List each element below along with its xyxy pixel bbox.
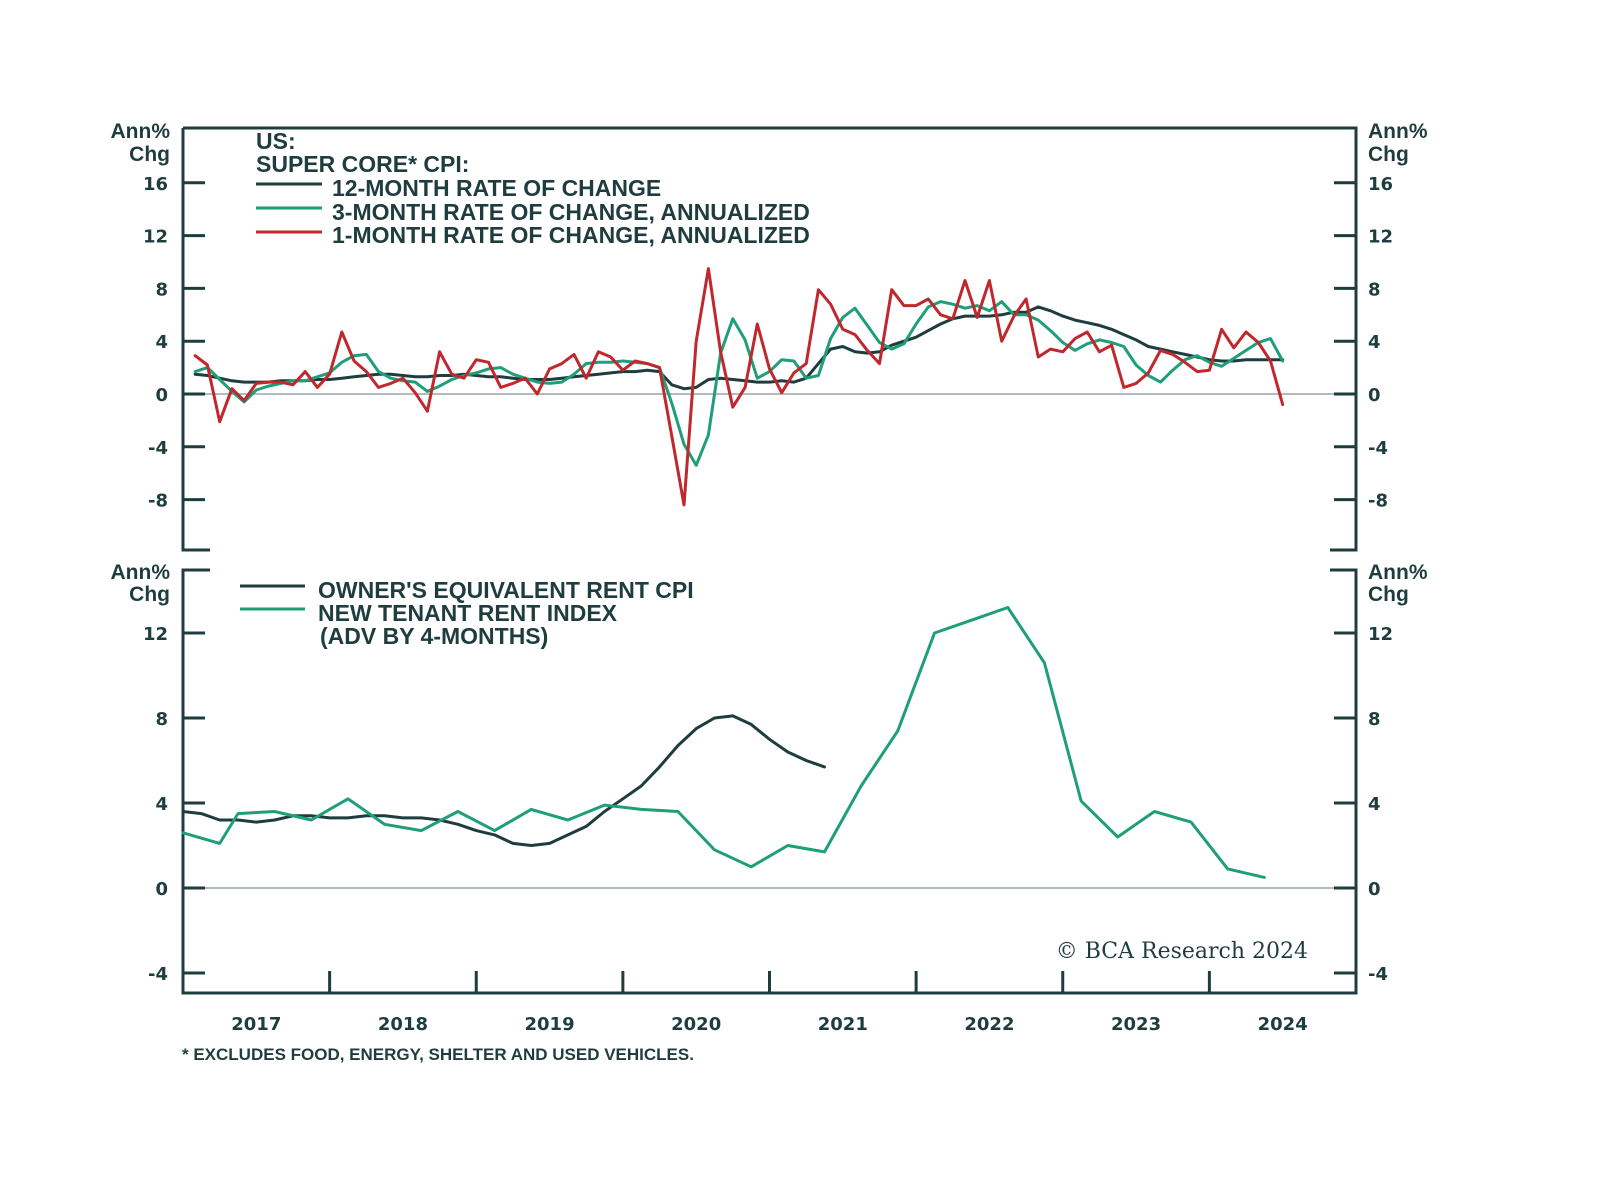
- bottom-left-ytick-label: 8: [155, 709, 168, 730]
- x-tick-label: 2021: [818, 1014, 868, 1035]
- top-left-ytick-label: 16: [143, 174, 168, 195]
- top-left-ytick-label: -4: [148, 438, 168, 459]
- top-left-ytick-label: 0: [155, 385, 168, 406]
- top-left-ytick-label: 12: [143, 227, 168, 248]
- top-left-ytick-label: 4: [155, 332, 168, 353]
- bottom-right-ytick-label: 8: [1368, 709, 1381, 730]
- bottom-right-ytitle-line2: Chg: [1368, 583, 1409, 606]
- top-panel: 16 16 12 12 8 8 4 4 0 0 -4 -4 -8 -8 Ann% Chg Ann% Chg…: [111, 120, 1428, 552]
- top-right-ytick-label: 8: [1368, 279, 1381, 300]
- x-tick-label: 2017: [231, 1014, 281, 1035]
- top-series-line-2: [193, 267, 1285, 507]
- bottom-left-ytick-label: -4: [148, 964, 168, 985]
- top-left-ytitle-line1: Ann%: [111, 120, 171, 143]
- x-tick-label: 2022: [964, 1014, 1014, 1035]
- legend-label-1m: 1-MONTH RATE OF CHANGE, ANNUALIZED: [332, 222, 810, 248]
- top-right-ytick-label: 4: [1368, 332, 1381, 353]
- bottom-left-ytitle-line2: Chg: [129, 583, 170, 606]
- bca-credit: © BCA Research 2024: [1056, 939, 1308, 964]
- bottom-panel: 12 12 8 8 4 4 0 0 -4 -4 Ann% Chg Ann% Chg OWNER'S…: [111, 561, 1428, 995]
- top-right-ytick-label: 0: [1368, 385, 1381, 406]
- top-legend-title-line1: US:: [256, 128, 296, 154]
- x-tick-label: 2024: [1258, 1014, 1308, 1035]
- top-right-ytick-label: -8: [1368, 491, 1388, 512]
- bottom-right-ytick-label: 0: [1368, 879, 1381, 900]
- bottom-right-ytitle-line1: Ann%: [1368, 561, 1428, 584]
- top-legend-title-line2: SUPER CORE* CPI:: [256, 151, 469, 177]
- top-right-ytick-label: 12: [1368, 227, 1393, 248]
- bottom-right-ytick-label: 12: [1368, 624, 1393, 645]
- legend-label-ntri: NEW TENANT RENT INDEX: [318, 600, 618, 626]
- top-panel-frame: [181, 126, 1358, 552]
- bottom-left-ytick-label: 12: [143, 624, 168, 645]
- bottom-left-ytick-label: 0: [155, 879, 168, 900]
- bottom-series-line-1: [181, 606, 1266, 879]
- x-axis: 2017 2018 2019 2020 2021 2022 2023 2024: [231, 971, 1308, 1035]
- top-right-ytitle-line2: Chg: [1368, 143, 1409, 166]
- legend-label-ntri-note: (ADV BY 4-MONTHS): [320, 623, 548, 649]
- top-left-ytick-label: 8: [155, 279, 168, 300]
- top-left-ytick-label: -8: [148, 491, 168, 512]
- bottom-left-ytick-label: 4: [155, 794, 168, 815]
- bottom-right-ytick-label: 4: [1368, 794, 1381, 815]
- x-tick-label: 2018: [378, 1014, 428, 1035]
- legend-label-3m: 3-MONTH RATE OF CHANGE, ANNUALIZED: [332, 199, 810, 225]
- x-tick-label: 2020: [671, 1014, 721, 1035]
- legend-label-12m: 12-MONTH RATE OF CHANGE: [332, 175, 661, 201]
- top-left-ytitle-line2: Chg: [129, 143, 170, 166]
- top-right-ytitle-line1: Ann%: [1368, 120, 1428, 143]
- top-right-ytick-label: 16: [1368, 174, 1393, 195]
- footnote: * EXCLUDES FOOD, ENERGY, SHELTER AND USE…: [182, 1045, 694, 1064]
- top-series-line-0: [193, 305, 1285, 391]
- top-right-ytick-label: -4: [1368, 438, 1388, 459]
- bottom-right-ytick-label: -4: [1368, 964, 1388, 985]
- bottom-left-ytitle-line1: Ann%: [111, 561, 171, 584]
- x-tick-label: 2019: [525, 1014, 575, 1035]
- legend-label-oer: OWNER'S EQUIVALENT RENT CPI: [318, 577, 694, 603]
- top-series-line-1: [193, 300, 1285, 467]
- x-tick-label: 2023: [1111, 1014, 1161, 1035]
